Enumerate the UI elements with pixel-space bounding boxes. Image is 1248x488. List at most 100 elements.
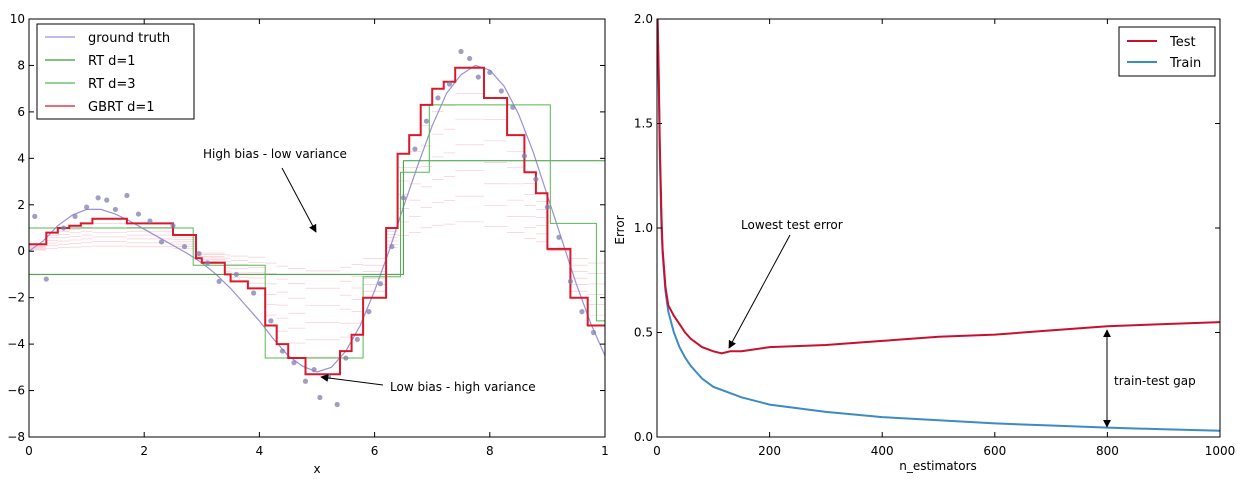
data-point bbox=[196, 250, 202, 257]
data-point bbox=[343, 355, 349, 361]
annotation-low-bias: Low bias - high variance bbox=[390, 380, 536, 394]
data-point bbox=[334, 401, 340, 408]
data-point bbox=[216, 278, 222, 285]
annotation-lowest-test-error-arrow bbox=[728, 234, 791, 349]
data-point bbox=[423, 118, 430, 124]
data-point bbox=[95, 195, 101, 201]
annotation-lowest-test-error: Lowest test error bbox=[741, 218, 843, 232]
data-point bbox=[400, 195, 406, 201]
left-ytick-label: 8 bbox=[17, 58, 25, 72]
right-ytick-label: 1.0 bbox=[634, 221, 653, 235]
right-ylabel: Error bbox=[613, 215, 627, 244]
data-point bbox=[354, 336, 360, 343]
data-point bbox=[311, 367, 317, 373]
right-ticks: 0 200 400 600 800 1000 2.0 1.5 1.0 0.5 0.0 bbox=[634, 12, 1235, 458]
data-point bbox=[435, 95, 441, 101]
right-xtick-label: 600 bbox=[983, 444, 1006, 458]
left-legend: ground truth RT d=1 RT d=3 GBRT d=1 bbox=[36, 23, 195, 120]
right-ytick-label: 0.0 bbox=[634, 430, 653, 444]
annotation-high-bias: High bias - low variance bbox=[203, 147, 347, 161]
data-point bbox=[181, 243, 188, 250]
left-xtick-label: 0 bbox=[25, 444, 33, 458]
data-point bbox=[279, 348, 286, 354]
data-point bbox=[510, 104, 516, 110]
left-ytick-label: 6 bbox=[17, 105, 25, 119]
data-point bbox=[475, 74, 481, 80]
data-point bbox=[446, 81, 453, 87]
right-ytick-label: 0.5 bbox=[634, 326, 653, 340]
right-ytick-label: 2.0 bbox=[634, 12, 653, 26]
legend-label-rt-d3: RT d=3 bbox=[88, 77, 136, 92]
left-chart: 0 2 4 6 8 1 10 8 6 4 2 0 −2 −4 −6 −8 x ground truth RT … bbox=[7, 12, 609, 476]
data-point bbox=[389, 243, 395, 250]
series-test bbox=[656, 18, 1221, 355]
data-point bbox=[135, 211, 142, 217]
data-point bbox=[366, 309, 372, 315]
data-point bbox=[147, 218, 153, 224]
data-point bbox=[498, 88, 504, 94]
right-xtick-label: 0 bbox=[653, 444, 661, 458]
left-ytick-label: −8 bbox=[7, 430, 25, 444]
right-ytick-label: 1.5 bbox=[634, 117, 653, 131]
left-xlabel: x bbox=[313, 462, 320, 476]
left-ytick-label: 10 bbox=[10, 12, 25, 26]
series-rt-d3 bbox=[29, 104, 605, 359]
right-xtick-label: 400 bbox=[871, 444, 894, 458]
data-point bbox=[291, 360, 297, 366]
annotation-train-test-gap: train-test gap bbox=[1114, 374, 1196, 388]
left-ytick-label: 0 bbox=[17, 244, 25, 258]
annotation-high-bias-arrow bbox=[281, 167, 317, 233]
data-point bbox=[467, 55, 473, 62]
data-point bbox=[60, 225, 67, 231]
left-ytick-label: 4 bbox=[17, 151, 25, 165]
right-legend-box bbox=[1118, 26, 1216, 77]
data-point bbox=[579, 309, 585, 315]
data-point bbox=[317, 394, 323, 401]
series-rt-d1 bbox=[29, 160, 605, 275]
data-point bbox=[170, 223, 176, 229]
data-point bbox=[204, 260, 211, 266]
left-ticks: 0 2 4 6 8 1 10 8 6 4 2 0 −2 −4 −6 −8 bbox=[7, 12, 609, 458]
legend-label-rt-d1: RT d=1 bbox=[88, 54, 136, 69]
left-xtick-label: 4 bbox=[256, 444, 264, 458]
left-xtick-label: 2 bbox=[140, 444, 148, 458]
data-point bbox=[251, 290, 257, 296]
data-point bbox=[268, 318, 274, 324]
left-annotations: High bias - low variance Low bias - high… bbox=[203, 147, 536, 394]
left-ytick-label: −2 bbox=[7, 291, 25, 305]
left-ytick-label: −6 bbox=[7, 384, 25, 398]
data-point bbox=[412, 146, 418, 152]
data-point bbox=[556, 234, 562, 240]
data-point bbox=[521, 153, 527, 159]
data-point bbox=[487, 69, 493, 76]
right-xtick-label: 1000 bbox=[1205, 444, 1236, 458]
data-point bbox=[233, 271, 239, 278]
data-point bbox=[124, 192, 130, 199]
right-annotations: Lowest test error train-test gap bbox=[728, 218, 1196, 428]
left-ytick-label: 2 bbox=[17, 198, 25, 212]
data-point bbox=[72, 213, 78, 219]
data-point bbox=[590, 329, 597, 336]
legend-label-test: Test bbox=[1169, 35, 1196, 50]
data-point bbox=[104, 197, 110, 203]
annotation-low-bias-arrow bbox=[320, 373, 384, 386]
right-legend: Test Train bbox=[1118, 26, 1216, 77]
left-xtick-label: 6 bbox=[371, 444, 379, 458]
legend-label-gbrt-d1: GBRT d=1 bbox=[88, 100, 155, 115]
data-point bbox=[302, 378, 309, 384]
right-plot-area bbox=[656, 18, 1221, 432]
data-point bbox=[544, 204, 551, 210]
data-point bbox=[32, 213, 38, 219]
left-xtick-label: 1 bbox=[601, 444, 609, 458]
data-point bbox=[377, 281, 383, 287]
right-xtick-label: 800 bbox=[1096, 444, 1119, 458]
data-point bbox=[112, 206, 118, 213]
data-point bbox=[567, 278, 574, 285]
data-point bbox=[458, 48, 464, 55]
data-point bbox=[158, 239, 165, 245]
legend-label-train: Train bbox=[1169, 56, 1201, 71]
legend-label-ground-truth: ground truth bbox=[88, 31, 170, 46]
left-legend-box bbox=[36, 23, 195, 120]
right-xtick-label: 200 bbox=[758, 444, 781, 458]
